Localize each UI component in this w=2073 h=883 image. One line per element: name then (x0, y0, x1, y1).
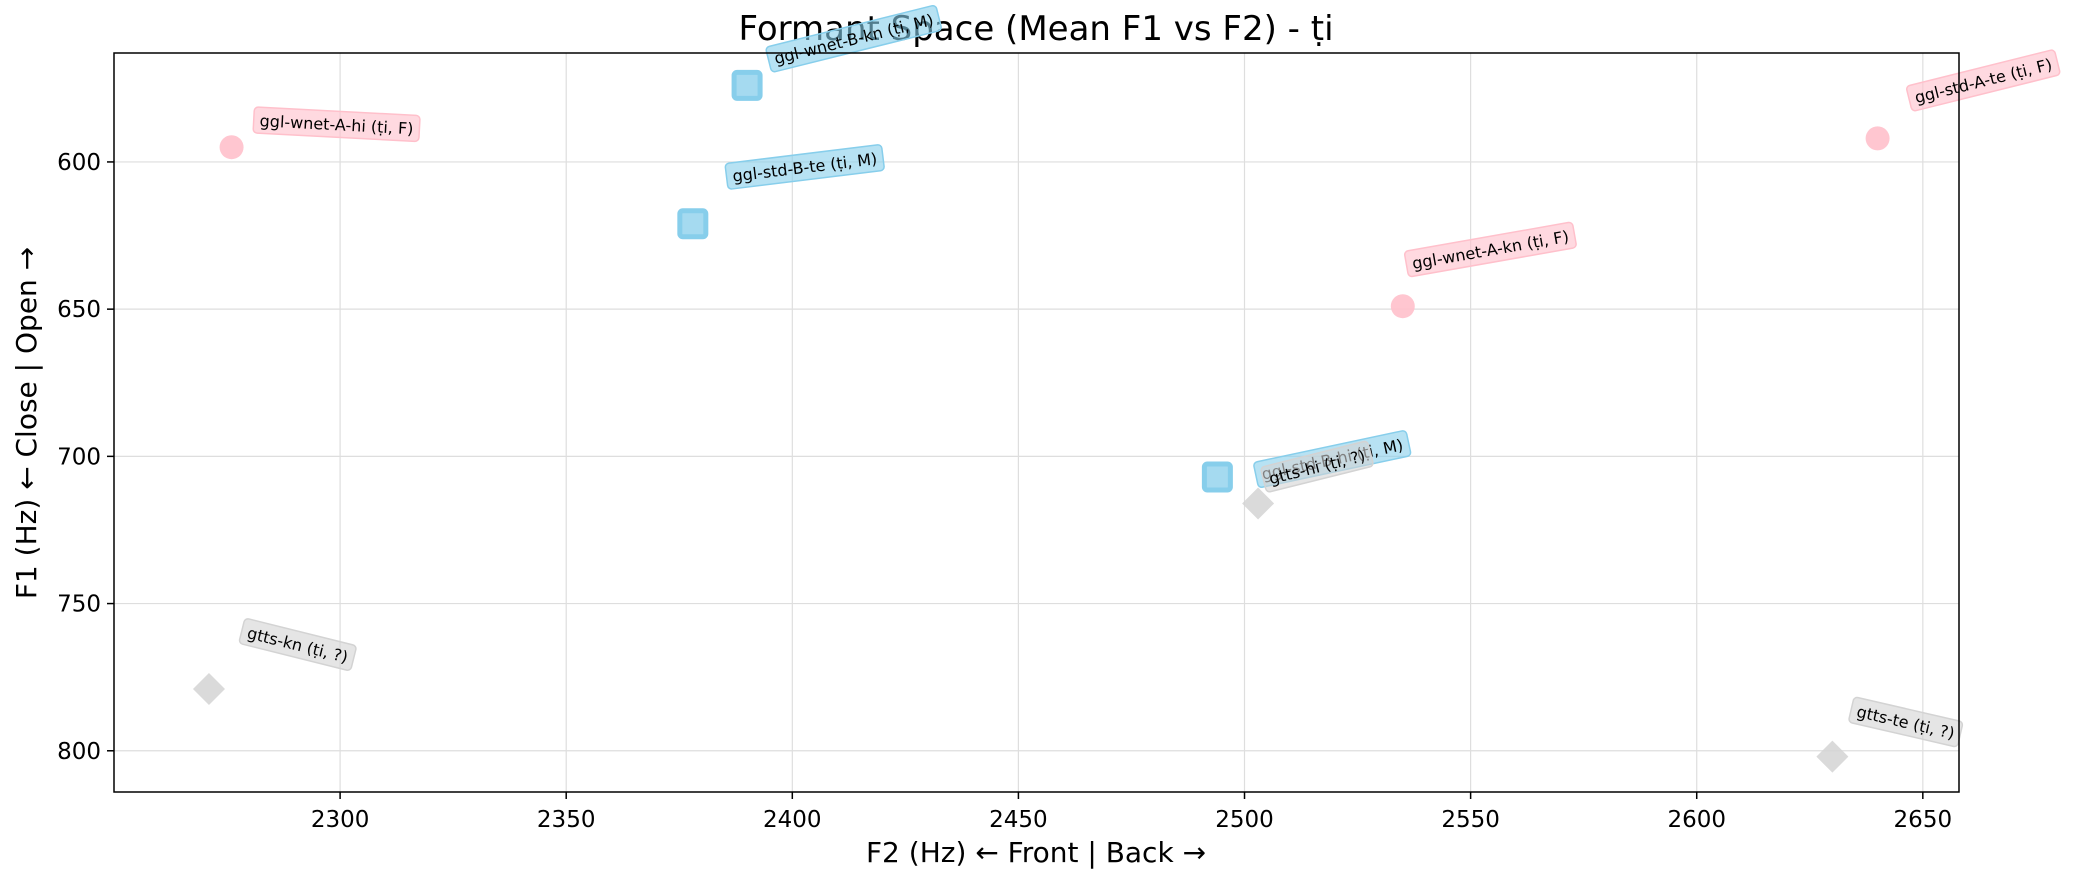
data-points (192, 69, 1890, 773)
x-tick-label: 2650 (1894, 807, 1953, 833)
point-2-label-background (724, 144, 885, 190)
x-tick-label: 2350 (537, 807, 596, 833)
axis-ticks: 2300 2350 2400 2450 2500 2550 2600 2650 600 650 70… (57, 150, 1952, 833)
point-0-circle-marker (219, 135, 244, 160)
x-tick-label: 2450 (989, 807, 1048, 833)
point-0-label-background (252, 106, 421, 143)
y-tick-label: 700 (57, 444, 101, 470)
point-7-label-background (238, 618, 357, 671)
point-4-label-box: ggl-wnet-A-kn (ṭi, F) (1403, 221, 1577, 278)
y-tick-label: 750 (57, 592, 101, 618)
x-tick-label: 2600 (1667, 807, 1726, 833)
point-4-circle-marker (1390, 294, 1415, 319)
point-8-label-background (1848, 696, 1964, 748)
point-0-label-box: ggl-wnet-A-hi (ṭi, F) (252, 106, 421, 143)
x-tick-label: 2300 (311, 807, 370, 833)
point-5-square-marker (1201, 461, 1233, 493)
point-3-circle-marker (1865, 126, 1890, 151)
point-6-label-background (1260, 440, 1374, 493)
point-7-diamond-marker (192, 672, 225, 705)
point-1-square-marker (731, 69, 763, 101)
point-7-label: gtts-kn (ṭi, ?) (245, 623, 350, 666)
point-2-label-box: ggl-std-B-te (ṭi, M) (724, 144, 885, 190)
point-8-diamond-marker (1816, 740, 1849, 773)
point-8-label-box: gtts-te (ṭi, ?) (1848, 696, 1964, 748)
point-3-label-box: ggl-std-A-te (ṭi, F) (1906, 49, 2061, 112)
point-1-label-background (765, 4, 942, 73)
plot-frame (113, 52, 1960, 793)
point-2-square-marker (677, 208, 709, 240)
x-tick-label: 2400 (763, 807, 822, 833)
point-7-label-box: gtts-kn (ṭi, ?) (238, 618, 357, 671)
x-tick-label: 2550 (1441, 807, 1500, 833)
grid (114, 53, 1959, 792)
y-axis-label: F1 (Hz) ← Close | Open → (10, 247, 43, 599)
point-4-label-background (1403, 221, 1577, 278)
point-6-diamond-marker (1242, 487, 1275, 520)
point-3-label-background (1906, 49, 2061, 112)
x-tick-label: 2500 (1215, 807, 1274, 833)
y-tick-label: 600 (57, 150, 101, 176)
y-tick-label: 650 (57, 297, 101, 323)
x-axis-label: F2 (Hz) ← Front | Back → (866, 836, 1206, 869)
point-labels: ggl-wnet-A-hi (ṭi, F)ggl-wnet-B-kn (ṭi, … (238, 4, 2061, 748)
y-tick-label: 800 (57, 739, 101, 765)
